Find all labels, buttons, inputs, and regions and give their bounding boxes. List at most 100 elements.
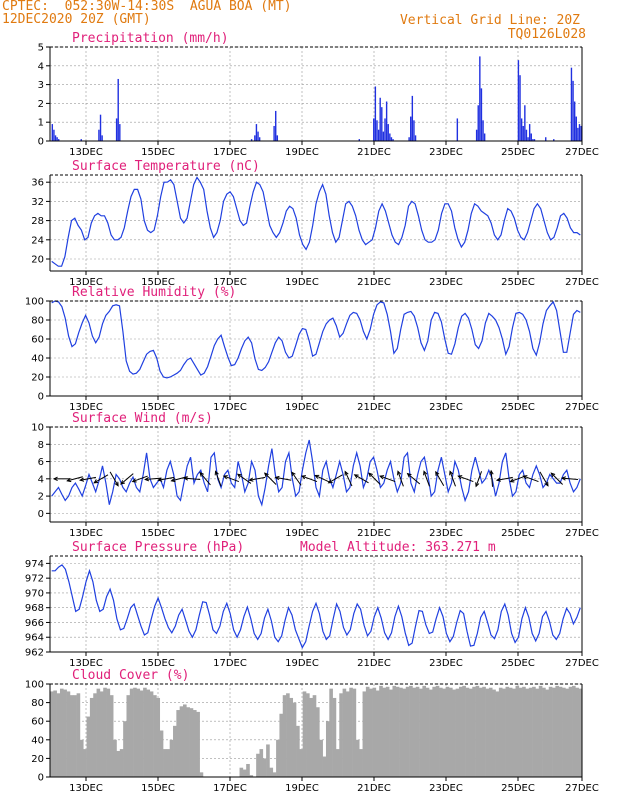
panel-1: 20 24 28 32 36 13DEC 15DEC 17DEC 19DEC 21DEC 23DEC… (31, 159, 599, 288)
precip-bar (381, 107, 383, 141)
cloud-bar (179, 706, 184, 777)
cloud-bar (498, 687, 503, 777)
precip-bar (483, 133, 486, 141)
cloud-bar (342, 688, 347, 777)
precip-bar (53, 129, 55, 141)
cloud-bar (508, 687, 513, 777)
cloud-bar (455, 688, 460, 777)
precip-bar (578, 124, 581, 141)
x-tick-label: 23DEC (429, 402, 463, 413)
cloud-bar (429, 689, 433, 777)
precip-bar (257, 131, 259, 141)
precip-bar (389, 133, 391, 141)
x-tick-label: 19DEC (285, 402, 319, 413)
y-tick-label: 0 (38, 773, 44, 784)
y-tick-label: 4 (38, 61, 44, 72)
cloud-bar (183, 704, 187, 777)
x-tick-label: 17DEC (213, 277, 247, 288)
cloud-bar (452, 689, 456, 777)
wind-arrow (560, 476, 579, 481)
precip-bar (530, 133, 532, 141)
cloud-bar (156, 697, 161, 777)
cloud-bar (89, 697, 94, 777)
precip-bar (254, 135, 256, 141)
cloud-bar (119, 749, 124, 777)
cloud-bar (389, 689, 393, 777)
x-tick-label: 21DEC (357, 783, 391, 794)
cloud-bar (322, 756, 327, 777)
precip-bar (475, 129, 478, 141)
x-tick-label: 13DEC (69, 402, 103, 413)
series-line (51, 439, 581, 507)
y-tick-label: 100 (25, 680, 44, 691)
cloud-bar (66, 691, 71, 777)
cloud-bar (169, 739, 174, 777)
cloud-bar (545, 689, 550, 777)
panel-2: 0 20 40 60 80 100 13DEC 15DEC 17DEC 19DEC 21DEC 23D… (25, 285, 599, 413)
y-tick-label: 36 (31, 178, 44, 189)
y-tick-label: 80 (31, 316, 44, 327)
x-tick-label: 17DEC (213, 528, 247, 539)
precip-bar (54, 135, 57, 141)
cloud-bar (382, 687, 387, 777)
cloud-bar (196, 711, 200, 777)
cloud-bar (289, 697, 294, 777)
cloud-bar (296, 725, 300, 777)
x-tick-label: 15DEC (141, 277, 175, 288)
header-location: CPTEC: 052:30W-14:30S AGUA BOA (MT) (2, 0, 292, 14)
x-tick-label: 25DEC (501, 783, 535, 794)
cloud-bar (349, 687, 353, 777)
x-tick-label: 25DEC (501, 277, 535, 288)
x-tick-label: 19DEC (285, 277, 319, 288)
cloud-bar (512, 688, 516, 777)
wind-arrow (93, 474, 109, 484)
x-tick-label: 21DEC (357, 402, 391, 413)
wind-arrow (79, 476, 97, 482)
cloud-bar (129, 688, 134, 777)
x-tick-label: 27DEC (565, 783, 599, 794)
y-tick-label: 962 (25, 648, 44, 659)
wind-arrow (495, 476, 513, 482)
cloud-bar (478, 687, 483, 777)
precip-bar (533, 139, 536, 141)
cloud-bar (176, 710, 180, 777)
wind-arrow (291, 471, 302, 486)
cloud-bar (339, 693, 343, 777)
x-tick-label: 21DEC (357, 658, 391, 669)
cloud-bar (282, 695, 287, 777)
cloud-bar (192, 710, 197, 777)
cloud-bar (146, 689, 151, 777)
cloud-bar (86, 716, 91, 777)
precip-bar (258, 137, 261, 141)
cloud-bar (312, 695, 317, 777)
precip-bar (250, 139, 253, 141)
cloud-bar (103, 687, 107, 777)
cloud-bar (562, 687, 566, 777)
cloud-bar (352, 688, 357, 777)
cloud-bar (96, 688, 101, 777)
x-tick-label: 27DEC (565, 402, 599, 413)
cloud-bar (568, 686, 573, 777)
precip-bar (51, 124, 54, 141)
x-tick-label: 15DEC (141, 658, 175, 669)
precip-bar (387, 124, 389, 141)
cloud-bar (99, 691, 104, 777)
y-tick-label: 3 (38, 80, 44, 91)
y-tick-label: 6 (38, 457, 44, 468)
precip-bar (577, 127, 579, 141)
precip-bar (482, 120, 484, 141)
y-tick-label: 964 (25, 633, 44, 644)
wind-arrow (475, 471, 483, 488)
x-tick-label: 19DEC (285, 783, 319, 794)
y-tick-label: 20 (31, 373, 44, 384)
precip-bar (276, 135, 279, 141)
y-tick-label: 974 (25, 559, 44, 570)
precip-bar (525, 129, 528, 141)
precip-bar (575, 116, 577, 141)
y-tick-label: 80 (31, 698, 44, 709)
cloud-bar (572, 685, 576, 777)
wind-arrow (131, 475, 148, 483)
y-tick-label: 24 (31, 235, 44, 246)
y-tick-label: 966 (25, 618, 44, 629)
